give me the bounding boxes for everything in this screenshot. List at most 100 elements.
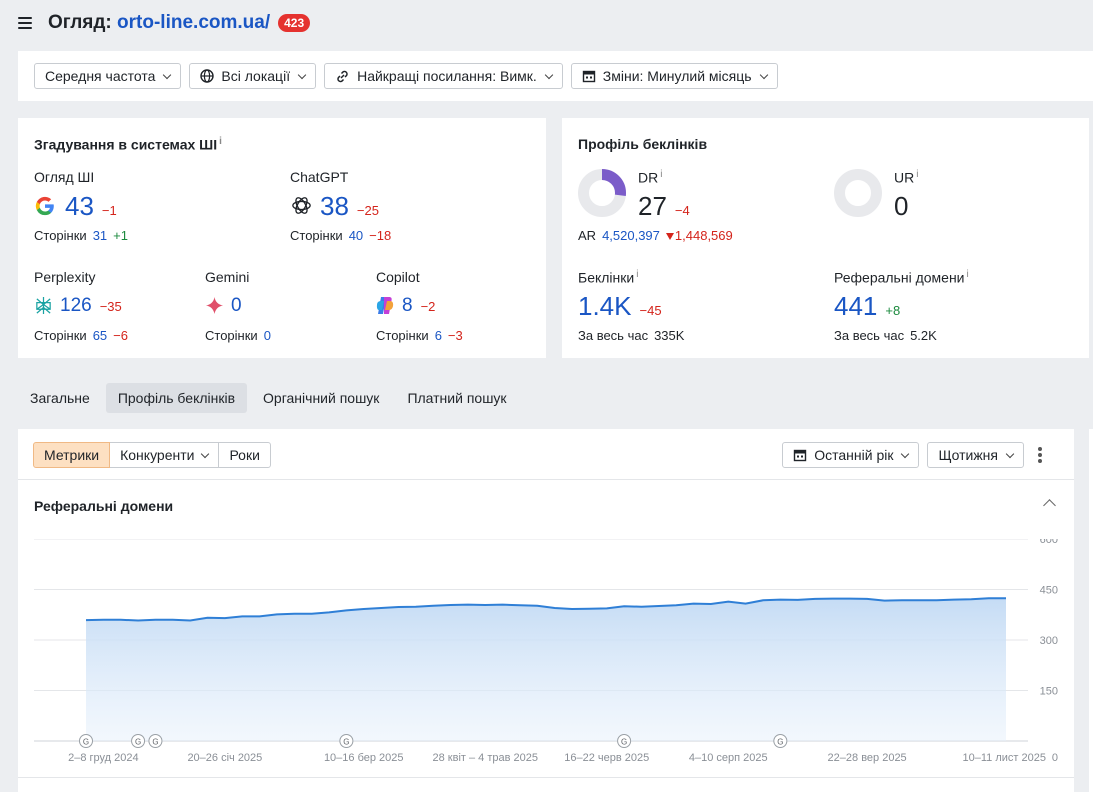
domain-link[interactable]: orto-line.com.ua/ [117,12,271,33]
ref-domains-value[interactable]: 441 [834,291,878,321]
chevron-down-icon [163,70,172,79]
locations-dropdown[interactable]: Всі локації [189,63,317,89]
google-update-marker[interactable]: G [79,734,93,748]
ref-domains-value-row: 441 +8 [834,291,900,322]
pages-value[interactable]: 40 [348,228,364,243]
gemini-pages: Сторінки 0 [205,328,271,343]
x-tick-label: 28 квіт – 4 трав 2025 [433,752,538,764]
all-time-value: 335K [654,328,685,343]
ur-value: 0 [894,191,909,221]
google-update-marker[interactable]: G [773,734,788,748]
x-tick-label: 22–28 вер 2025 [828,752,907,764]
all-time-value: 5.2K [910,328,937,343]
x-tick-label: 2–8 груд 2024 [68,752,139,764]
ar-label: AR [578,228,597,243]
report-tabs: Загальне Профіль беклінків Органічний по… [18,383,519,413]
info-icon[interactable]: i [636,269,639,280]
x-tick-label: 4–10 серп 2025 [689,752,768,764]
chevron-down-icon [1005,449,1015,458]
pages-label: Сторінки [34,228,87,243]
google-update-marker[interactable]: G [617,734,632,748]
google-update-marker[interactable]: G [339,734,354,748]
pages-value[interactable]: 65 [92,328,108,343]
copilot-value-row: 8 −2 [402,295,435,317]
copilot-label: Copilot [376,269,420,285]
google-update-marker[interactable]: G [148,734,163,748]
ur-ring-icon [834,169,882,217]
ur-value-row: 0 [894,191,908,222]
globe-icon [200,69,215,83]
segment-years[interactable]: Роки [218,442,271,468]
ar-row: AR 4,520,397 1,448,569 [578,228,733,243]
chevron-up-icon[interactable] [1043,499,1056,512]
x-tick-label: 16–22 черв 2025 [564,752,649,764]
pages-value[interactable]: 31 [92,228,108,243]
ai-overview-value-row: 43 −1 [65,191,117,222]
tab-organic-search[interactable]: Органічний пошук [263,390,380,406]
ai-overview-delta: −1 [101,203,117,218]
segment-metrics[interactable]: Метрики [33,442,111,468]
divider [18,777,1074,778]
ai-overview-pages: Сторінки 31 +1 [34,228,128,243]
ai-mentions-title-text: Згадування в системах ШІ [34,136,218,153]
marker-label: G [152,738,158,747]
copilot-value[interactable]: 8 [402,295,413,316]
changes-dropdown[interactable]: Зміни: Минулий місяць [570,63,778,89]
area-fill [86,598,1006,741]
info-icon[interactable]: i [916,169,919,180]
range-dropdown[interactable]: Останній рік [782,442,920,468]
title-prefix: Огляд: [48,12,112,33]
pages-value[interactable]: 6 [434,328,442,343]
tab-backlink-profile[interactable]: Профіль беклінків [105,383,248,413]
gemini-value[interactable]: 0 [231,295,242,316]
info-icon[interactable]: i [660,169,663,180]
backlinks-value[interactable]: 1.4K [578,291,632,321]
competitors-label: Конкуренти [120,447,195,463]
gemini-value-row: 0 [231,295,242,317]
chevron-down-icon [297,70,307,79]
dr-ring-icon [578,169,626,217]
ai-mentions-card: Згадування в системах ШІ i Огляд ШІ 43 −1 … [18,118,546,358]
y-axis-labels: 0 150 300 450 600 [1040,539,1058,764]
tab-paid-search[interactable]: Платний пошук [407,390,507,406]
perplexity-icon [36,296,51,315]
chatgpt-value[interactable]: 38 [320,191,349,221]
more-options-icon[interactable] [1038,447,1042,463]
segment-competitors[interactable]: Конкуренти [109,442,220,468]
frequency-label: Середня частота [45,68,156,84]
google-update-marker[interactable]: G [131,734,146,748]
ref-domains-all-time: За весь час 5.2K [834,328,937,343]
backlinks-value-row: 1.4K −45 [578,291,662,322]
interval-dropdown[interactable]: Щотижня [927,442,1024,468]
backlinks-label: Беклінки i [578,269,638,286]
page-header: Огляд: orto-line.com.ua/ 423 [0,0,1093,46]
perplexity-delta: −35 [99,299,122,314]
backlink-profile-title: Профіль беклінків [578,136,708,152]
info-icon[interactable]: i [219,136,222,147]
scroll-edge [1089,429,1093,792]
pages-label: Сторінки [290,228,343,243]
perplexity-value[interactable]: 126 [60,295,92,316]
locations-label: Всі локації [221,68,291,84]
changes-label: Зміни: Минулий місяць [602,68,752,84]
dr-value: 27 [638,191,667,221]
frequency-dropdown[interactable]: Середня частота [34,63,182,89]
ar-delta-text: 1,448,569 [674,228,733,243]
chevron-down-icon [901,449,910,458]
dr-delta: −4 [674,203,690,218]
backlinks-all-time: За весь час 335K [578,328,684,343]
ref-domains-delta: +8 [885,303,901,318]
page-title: Огляд: orto-line.com.ua/ [48,12,270,34]
tab-overview[interactable]: Загальне [30,390,90,406]
ur-label-text: UR [894,169,915,186]
backlinks-label-text: Беклінки [578,269,635,286]
perplexity-label: Perplexity [34,269,96,285]
pages-value[interactable]: 0 [263,328,271,343]
chatgpt-label: ChatGPT [290,169,349,185]
ai-overview-value[interactable]: 43 [65,191,94,221]
best-links-label: Найкращі посилання: Вимк. [357,68,537,84]
pages-delta: −18 [369,228,392,243]
best-links-dropdown[interactable]: Найкращі посилання: Вимк. [324,63,563,89]
info-icon[interactable]: i [966,269,969,280]
menu-icon[interactable] [18,17,32,29]
